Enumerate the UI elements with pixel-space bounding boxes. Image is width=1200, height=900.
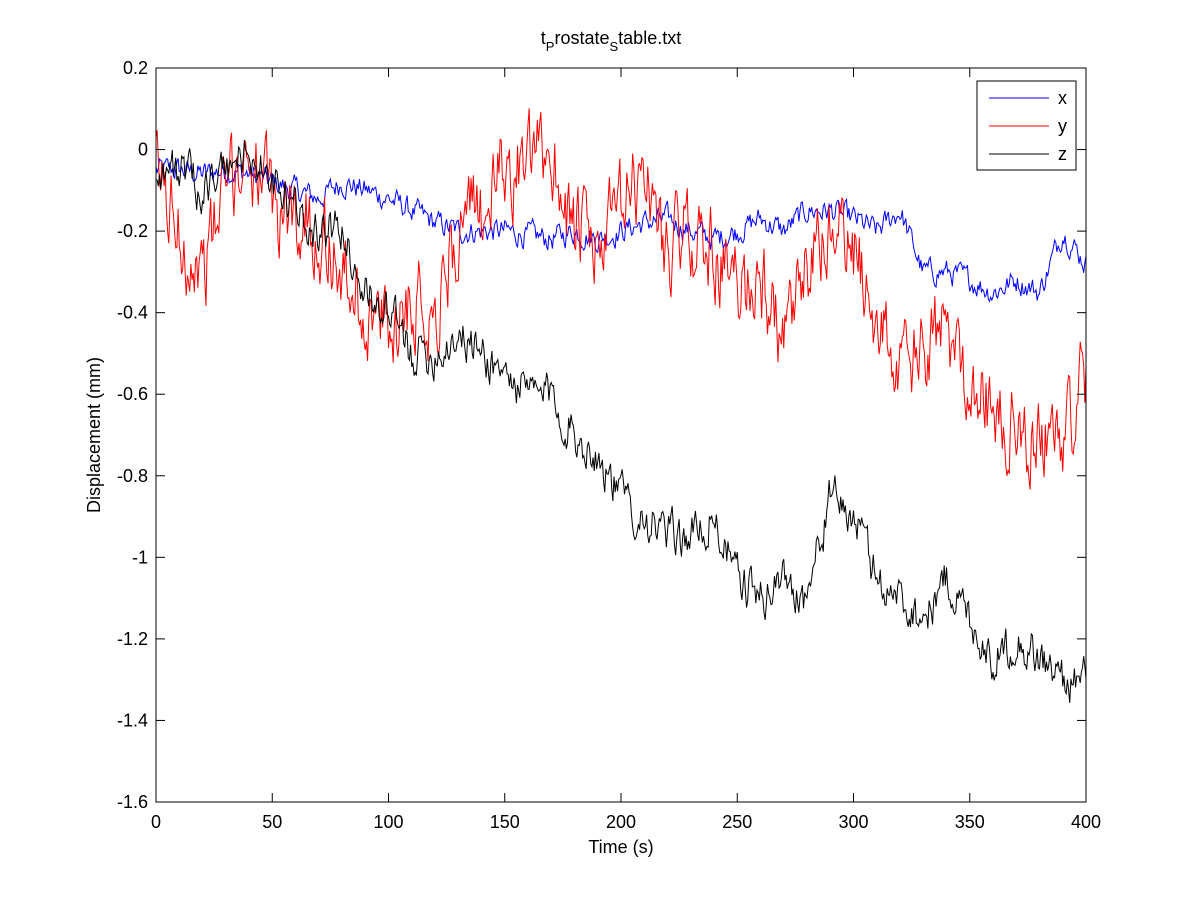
x-tick-label: 300 (838, 812, 868, 832)
y-tick-label: -0.8 (117, 466, 148, 486)
series-line-x (155, 157, 1087, 303)
x-axis-label: Time (s) (588, 837, 653, 857)
legend-label-z: z (1058, 144, 1067, 164)
x-tick-label: 350 (955, 812, 985, 832)
series-line-y (155, 108, 1087, 490)
x-tick-label: 50 (262, 812, 282, 832)
y-axis-label: Displacement (mm) (84, 357, 104, 513)
legend: xyz (976, 80, 1077, 171)
x-tick-label: 0 (151, 812, 161, 832)
x-tick-label: 200 (606, 812, 636, 832)
x-tick-label: 250 (722, 812, 752, 832)
x-tick-label: 150 (490, 812, 520, 832)
y-tick-label: -1 (132, 547, 148, 567)
y-tick-label: -0.4 (117, 303, 148, 323)
x-tick-label: 400 (1071, 812, 1101, 832)
chart-title: tProstateStable.txt (541, 28, 681, 54)
series-line-z (155, 139, 1087, 703)
y-tick-label: -0.6 (117, 384, 148, 404)
x-tick-label: 100 (373, 812, 403, 832)
series-layer (155, 108, 1087, 703)
x-axis: 0 50 100 150 200 250 300 350 400 (151, 68, 1101, 832)
legend-label-x: x (1058, 88, 1067, 108)
y-tick-label: -1.2 (117, 629, 148, 649)
y-tick-label: 0 (138, 140, 148, 160)
legend-label-y: y (1058, 116, 1067, 136)
y-tick-label: -1.4 (117, 710, 148, 730)
y-tick-label: 0.2 (123, 58, 148, 78)
y-axis: 0.2 0 -0.2 -0.4 -0.6 -0.8 -1 -1.2 -1.4 -1.6 (117, 58, 1086, 812)
y-tick-label: -1.6 (117, 792, 148, 812)
y-tick-label: -0.2 (117, 221, 148, 241)
